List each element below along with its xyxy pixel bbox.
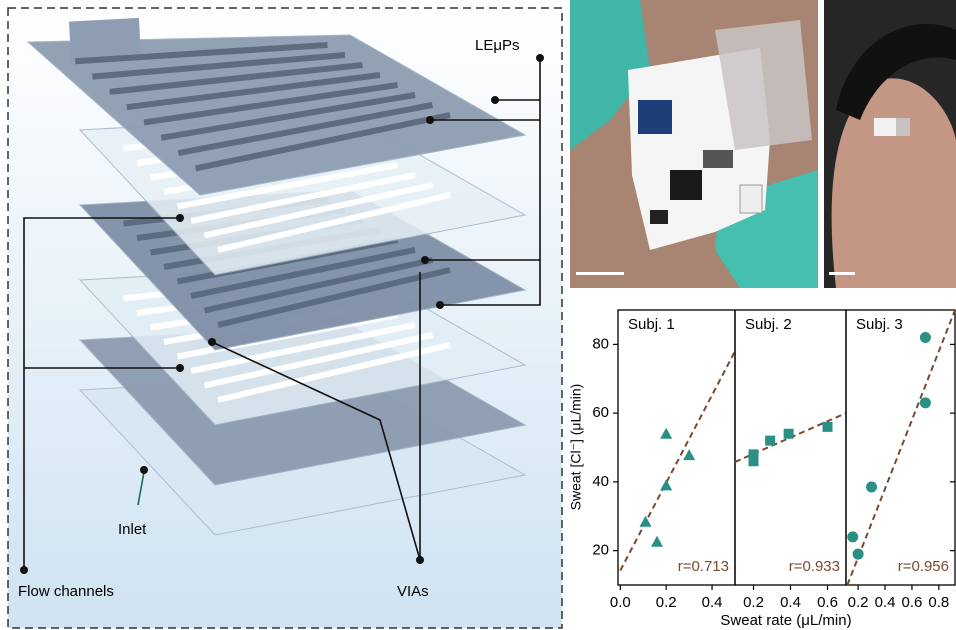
panel-data bbox=[620, 351, 735, 570]
panel-title: Subj. 2 bbox=[745, 316, 792, 333]
photo-arm bbox=[824, 0, 956, 288]
panel-data bbox=[847, 310, 955, 585]
panel-data bbox=[735, 413, 846, 466]
x-tick-label: 0.6 bbox=[817, 594, 838, 611]
correlation-label: r=0.713 bbox=[678, 558, 729, 575]
x-axis-label: Sweat rate (μL/min) bbox=[720, 612, 851, 629]
x-tick-label: 0.4 bbox=[780, 594, 801, 611]
x-tick-label: 0.2 bbox=[743, 594, 764, 611]
panel-frame bbox=[618, 310, 735, 585]
x-tick-label: 0.0 bbox=[610, 594, 631, 611]
data-point bbox=[640, 516, 652, 527]
data-point bbox=[660, 428, 672, 439]
data-point bbox=[920, 397, 931, 408]
data-point bbox=[749, 449, 759, 459]
label-lemps: LEμPs bbox=[475, 37, 520, 54]
panel-title: Subj. 1 bbox=[628, 316, 675, 333]
label-inlet: Inlet bbox=[118, 521, 147, 538]
correlation-label: r=0.933 bbox=[789, 558, 840, 575]
data-point bbox=[683, 449, 695, 460]
panel-frame bbox=[735, 310, 846, 585]
data-point bbox=[920, 332, 931, 343]
x-tick-label: 0.8 bbox=[928, 594, 949, 611]
fit-line bbox=[847, 310, 955, 585]
data-point bbox=[784, 429, 794, 439]
data-point bbox=[823, 422, 833, 432]
correlation-label: r=0.956 bbox=[898, 558, 949, 575]
x-tick-label: 0.4 bbox=[875, 594, 896, 611]
x-tick-label: 0.4 bbox=[702, 594, 723, 611]
photo-device bbox=[570, 0, 818, 288]
y-tick-label: 20 bbox=[592, 542, 609, 559]
data-point bbox=[853, 549, 864, 560]
y-tick-label: 60 bbox=[592, 404, 609, 421]
panel-title: Subj. 3 bbox=[856, 316, 903, 333]
x-tick-label: 0.2 bbox=[656, 594, 677, 611]
label-vias: VIAs bbox=[397, 583, 429, 600]
data-point bbox=[660, 479, 672, 490]
data-point bbox=[651, 536, 663, 547]
fit-line bbox=[620, 351, 735, 570]
y-axis-label: Sweat [Cl⁻] (μL/min) bbox=[568, 384, 584, 511]
data-point bbox=[866, 482, 877, 493]
data-point bbox=[765, 436, 775, 446]
x-tick-label: 0.6 bbox=[902, 594, 923, 611]
x-tick-label: 0.2 bbox=[848, 594, 869, 611]
chart: Sweat [Cl⁻] (μL/min) Sweat rate (μL/min)… bbox=[568, 310, 955, 629]
y-tick-label: 40 bbox=[592, 473, 609, 490]
data-point bbox=[847, 531, 858, 542]
figure: LEμPs Flow channels VIAs Inlet Sweat [Cl… bbox=[0, 0, 956, 630]
y-tick-label: 80 bbox=[592, 335, 609, 352]
label-flow-channels: Flow channels bbox=[18, 583, 114, 600]
